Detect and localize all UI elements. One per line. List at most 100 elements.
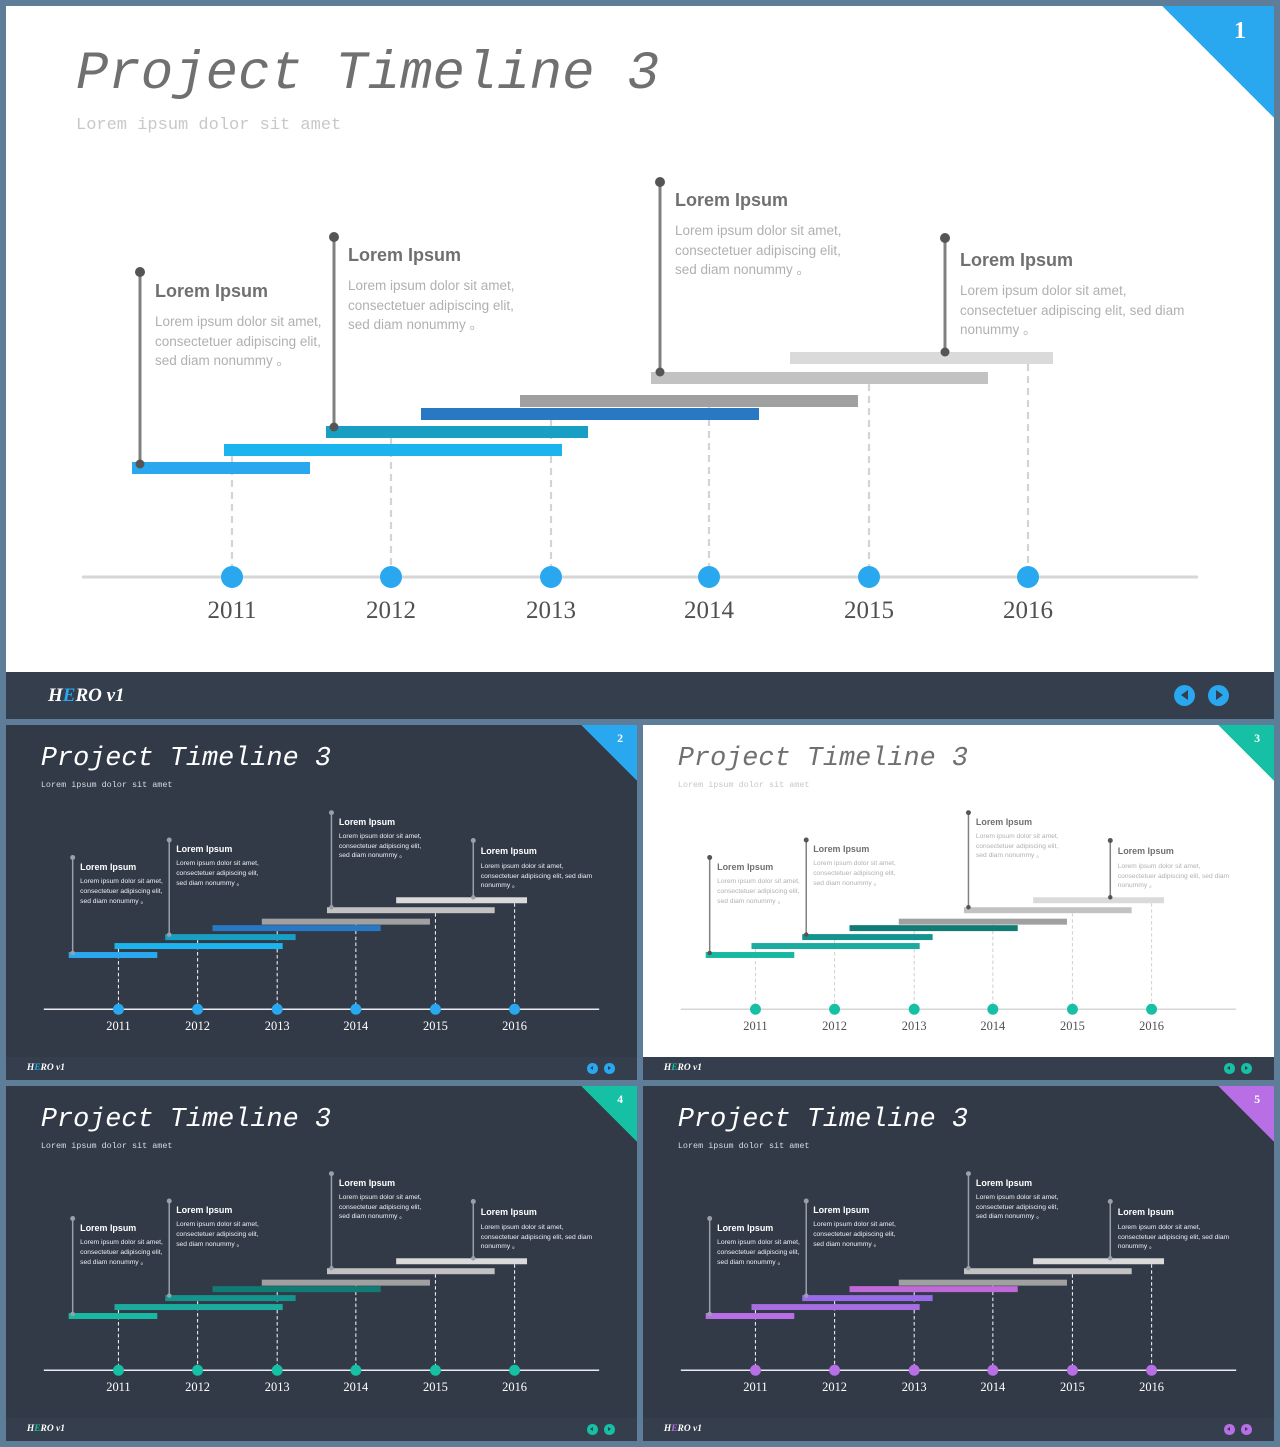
year-label-2016: 2016: [1139, 1380, 1164, 1395]
year-label-2013: 2013: [901, 1019, 927, 1034]
next-slide-icon[interactable]: [604, 1424, 615, 1435]
year-marker-2012: [192, 1003, 204, 1015]
callout-pin: [1107, 838, 1113, 844]
timeline-bar: [326, 907, 495, 914]
prev-slide-icon[interactable]: [587, 1063, 598, 1074]
callout-title: Lorem Ipsum: [975, 816, 1033, 827]
callout-title: Lorem Ipsum: [1117, 1207, 1174, 1218]
slide-4[interactable]: Project Timeline 3 Lorem ipsum dolor sit…: [6, 1086, 637, 1441]
slide-number: 3: [1254, 730, 1261, 745]
callout-anchor: [966, 904, 971, 910]
callout-title: Lorem Ipsum: [960, 250, 1074, 270]
callout-anchor: [70, 950, 75, 956]
next-slide-icon[interactable]: [1241, 1424, 1252, 1435]
callout-anchor: [135, 459, 145, 469]
callout-title: Lorem Ipsum: [348, 245, 462, 265]
timeline-bar: [396, 1258, 528, 1265]
callout-text: Lorem ipsum dolor sit amet, consectetuer…: [1117, 1223, 1230, 1251]
slide-subtitle: Lorem ipsum dolor sit amet: [677, 1140, 810, 1151]
year-label-2014: 2014: [343, 1019, 369, 1034]
timeline-bar: [114, 943, 283, 950]
timeline-bar: [326, 1268, 495, 1275]
timeline-bar: [224, 444, 562, 456]
brand-logo: HERO v1: [663, 1063, 702, 1074]
timeline-bar: [790, 352, 1053, 364]
timeline-graphic: [82, 177, 1198, 588]
callout-title: Lorem Ipsum: [338, 1177, 396, 1188]
callout-text: Lorem ipsum dolor sit amet, consectetuer…: [338, 1193, 422, 1221]
year-marker-2015: [1066, 1364, 1078, 1376]
year-marker-2016: [1146, 1364, 1158, 1376]
year-label-2014: 2014: [343, 1380, 369, 1395]
callout-text: Lorem ipsum dolor sit amet, consectetuer…: [960, 283, 1185, 338]
slide-nav: [587, 1424, 615, 1435]
slide-2[interactable]: Project Timeline 3 Lorem ipsum dolor sit…: [6, 725, 637, 1080]
year-label-2011: 2011: [743, 1019, 768, 1034]
prev-slide-icon[interactable]: [1224, 1424, 1235, 1435]
callout-pin: [803, 837, 809, 843]
next-slide-icon[interactable]: [1208, 685, 1229, 706]
year-marker-2013: [540, 566, 562, 588]
year-marker-2016: [1017, 566, 1039, 588]
slide-title: Project Timeline 3: [677, 1104, 968, 1135]
callout-title: Lorem Ipsum: [1117, 846, 1174, 857]
callout-anchor: [471, 1256, 476, 1261]
year-label-2012: 2012: [822, 1380, 848, 1395]
callout-anchor: [329, 1265, 334, 1271]
callout-text: Lorem ipsum dolor sit amet, consectetuer…: [813, 1221, 896, 1248]
timeline-bar: [212, 925, 381, 932]
timeline-bar: [114, 1304, 283, 1311]
brand-logo: HERO v1: [48, 684, 125, 706]
callout-pin: [655, 177, 665, 187]
year-label-2015: 2015: [844, 597, 894, 624]
callout-anchor: [803, 1293, 809, 1298]
year-label-2014: 2014: [980, 1380, 1006, 1395]
timeline-bar: [802, 934, 933, 941]
year-marker-2011: [112, 1364, 124, 1376]
timeline-bar: [1033, 1258, 1165, 1265]
year-marker-2012: [192, 1364, 204, 1376]
slide-nav: [1174, 685, 1229, 706]
year-label-2016: 2016: [1139, 1019, 1164, 1034]
year-marker-2011: [749, 1003, 761, 1015]
timeline-bar: [1033, 897, 1165, 904]
callout-pin: [166, 837, 172, 843]
callout-text: Lorem ipsum dolor sit amet, consectetuer…: [348, 278, 515, 333]
slide-number-corner: 2: [581, 725, 637, 781]
brand-logo: HERO v1: [26, 1424, 65, 1435]
callout-anchor: [1108, 895, 1113, 900]
slide-1[interactable]: Project Timeline 3 Lorem ipsum dolor sit…: [6, 6, 1274, 719]
callout-pin: [965, 1171, 971, 1177]
brand-logo: HERO v1: [26, 1063, 65, 1074]
slide-subtitle: Lorem ipsum dolor sit amet: [76, 116, 342, 135]
timeline-bar: [68, 952, 158, 958]
callout-anchor: [940, 347, 950, 357]
slide-number: 4: [617, 1091, 624, 1106]
prev-slide-icon[interactable]: [1224, 1063, 1235, 1074]
callout-pin: [328, 810, 334, 816]
next-slide-icon[interactable]: [1241, 1063, 1252, 1074]
callout-pin: [707, 1215, 713, 1221]
slide-3[interactable]: Project Timeline 3 Lorem ipsum dolor sit…: [643, 725, 1274, 1080]
slide-number-corner: 1: [1162, 6, 1274, 118]
year-label-2011: 2011: [207, 597, 257, 624]
year-label-2015: 2015: [423, 1380, 448, 1395]
callout-text: Lorem ipsum dolor sit amet, consectetuer…: [480, 862, 593, 890]
callout-title: Lorem Ipsum: [717, 861, 774, 872]
callout-pin: [803, 1198, 809, 1204]
year-marker-2012: [380, 566, 402, 588]
callout-title: Lorem Ipsum: [813, 843, 870, 854]
slide-5[interactable]: Project Timeline 3 Lorem ipsum dolor sit…: [643, 1086, 1274, 1441]
callout-pin: [965, 810, 971, 816]
timeline-bar: [520, 395, 858, 407]
year-marker-2013: [271, 1364, 283, 1376]
prev-slide-icon[interactable]: [587, 1424, 598, 1435]
timeline-bar: [751, 943, 920, 950]
prev-slide-icon[interactable]: [1174, 685, 1195, 706]
callout-title: Lorem Ipsum: [176, 1204, 233, 1215]
next-slide-icon[interactable]: [604, 1063, 615, 1074]
callout-pin: [135, 267, 145, 277]
slide-title: Project Timeline 3: [677, 743, 968, 774]
callout-text: Lorem ipsum dolor sit amet, consectetuer…: [717, 878, 800, 905]
year-label-2011: 2011: [106, 1380, 131, 1395]
